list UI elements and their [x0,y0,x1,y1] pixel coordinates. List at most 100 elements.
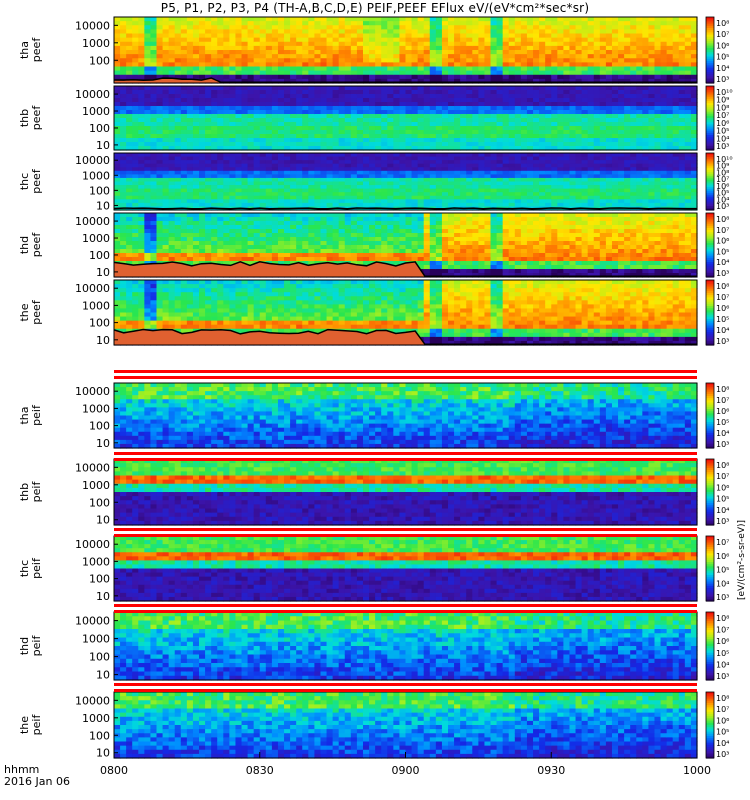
heatmap-cell [241,21,249,26]
heatmap-cell [277,160,285,165]
heatmap-cell [344,160,352,165]
heatmap-cell [526,110,534,115]
heatmap-cell [192,106,200,111]
heatmap-cell [514,21,522,26]
heatmap-cell [593,202,601,208]
heatmap-cell [642,146,650,151]
heatmap-cell [290,118,297,123]
heatmap-cell [508,41,516,47]
heatmap-cell [539,41,546,47]
heatmap-cell [350,153,358,158]
heatmap-cell [132,54,139,59]
heatmap-cell [502,21,510,26]
heatmap-cell [526,170,534,175]
heatmap-cell [126,138,133,143]
heatmap-cell [186,54,194,59]
heatmap-cell [320,21,328,26]
heatmap-cell [435,37,443,43]
heatmap-cell [520,188,528,193]
heatmap-cell [678,37,686,43]
heatmap-cell [393,33,401,39]
heatmap-cell [241,41,249,47]
heatmap-cell [168,102,176,107]
heatmap-cell [144,50,152,55]
heatmap-cell [405,98,413,103]
heatmap-cell [356,153,364,158]
heatmap-cell [326,199,334,204]
colorbar-cell [706,103,714,106]
heatmap-cell [642,130,650,135]
heatmap-cell [690,130,698,135]
heatmap-cell [138,146,145,151]
heatmap-cell [150,118,158,123]
heatmap-cell [684,153,692,158]
heatmap-cell [611,192,619,197]
heatmap-cell [545,142,552,147]
heatmap-cell [205,130,212,135]
heatmap-cell [350,130,358,135]
heatmap-cell [326,177,334,183]
heatmap-cell [563,17,571,22]
heatmap-cell [508,167,516,172]
colorbar-cell [706,36,714,40]
heatmap-cell [435,21,443,26]
heatmap-cell [308,174,315,179]
heatmap-cell [314,25,322,30]
heatmap-cell [429,29,437,35]
heatmap-cell [642,94,650,99]
heatmap-cell [405,134,413,139]
heatmap-cell [350,29,358,35]
heatmap-cell [605,134,613,139]
heatmap-cell [478,163,486,168]
heatmap-cell [441,122,449,127]
heatmap-cell [429,86,437,91]
heatmap-cell [611,199,619,204]
heatmap-cell [496,70,504,76]
heatmap-cell [144,257,152,262]
heatmap-cell [387,170,394,175]
heatmap-cell [435,160,443,165]
heatmap-cell [624,98,631,103]
colorbar-cell [706,65,714,69]
heatmap-cell [454,37,461,43]
heatmap-cell [138,29,145,35]
heatmap-cell [587,156,595,161]
colorbar-cell [706,153,714,156]
heatmap-cell [144,118,152,123]
heatmap-cell [223,160,230,165]
heatmap-cell [660,17,668,22]
heatmap-cell [381,102,388,107]
heatmap-cell [356,163,364,168]
heatmap-cell [466,66,473,72]
heatmap-cell [490,86,498,91]
heatmap-cell [180,174,188,179]
heatmap-cell [575,54,583,59]
heatmap-cell [247,74,255,80]
heatmap-cell [138,50,145,55]
heatmap-cell [144,241,152,246]
heatmap-cell [114,130,121,135]
heatmap-cell [168,134,176,139]
heatmap-cell [630,181,637,186]
heatmap-cell [302,110,309,115]
heatmap-cell [654,25,662,30]
heatmap-cell [192,102,200,107]
heatmap-cell [338,62,346,68]
heatmap-cell [186,25,194,30]
heatmap-cell [211,33,218,39]
colorbar-cell [706,69,714,73]
heatmap-cell [539,106,546,111]
heatmap-cell [247,126,255,131]
heatmap-cell [338,54,346,59]
heatmap-cell [690,54,698,59]
heatmap-cell [666,33,674,39]
heatmap-cell [484,126,492,131]
heatmap-cell [545,98,552,103]
heatmap-cell [326,50,334,55]
heatmap-cell [362,167,370,172]
heatmap-cell [660,94,668,99]
heatmap-cell [253,45,261,51]
heatmap-cell [369,118,376,123]
heatmap-cell [302,170,309,175]
heatmap-cell [320,199,328,204]
